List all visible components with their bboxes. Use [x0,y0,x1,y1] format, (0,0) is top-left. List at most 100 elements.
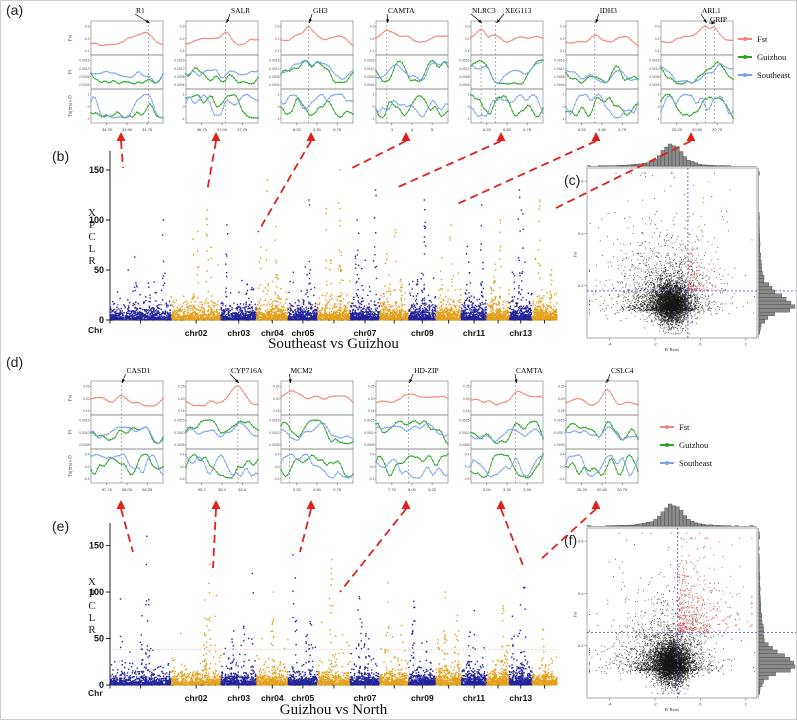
track-label-fst: Fst [68,394,74,402]
y-axis-letter: P [88,219,96,231]
legend-item-guizhou: Guizhou [660,436,712,454]
gene-panel-canvas [553,368,640,494]
gene-panel-r1: R1 [78,6,165,134]
track-label-fst: Fst [68,34,74,42]
x-axis-label-pi-ratio-f: Pi Ratio [664,707,680,712]
gene-label: GRIP [710,15,728,24]
gene-label: ARL1 [702,6,721,15]
legend-dot [665,424,669,429]
y-axis-letter: X [88,576,96,588]
gene-panel-canvas [268,368,355,494]
legend-dot [665,442,669,447]
legend-marker-guizhou [660,441,674,449]
y-axis-label-fst-c: Fst [572,251,578,258]
gene-panel-hd-zip: HD-ZIP [363,366,450,494]
gene-label: NLRC3 [472,6,496,15]
scatter-plot-c [563,140,797,354]
gene-panel-canvas [78,8,165,134]
x-axis-label-pi-ratio-c: Pi Ratio [664,347,680,352]
x-axis-label-chr-b: Chr [88,325,103,335]
gene-panel-nlrc3: NLRC3 XEG113 [458,6,545,134]
gene-label: GH3 [313,6,328,15]
plot-title-guizhou-vs-north: Guizhou vs North [279,702,388,718]
gene-panel-canvas [553,8,640,134]
gene-panel-camta: CAMTA [458,366,545,494]
legend-label: Fst [679,422,690,432]
y-axis-letter: R [88,255,96,267]
manhattan-plot-southeast-vs-guizhou [60,145,570,345]
panel-label-a: (a) [6,2,24,18]
legend-marker-fst [660,423,674,431]
gene-panel-canvas [458,368,545,494]
gene-panel-casd1: CASD1 [78,366,165,494]
legend-marker-southeast [660,459,674,467]
gene-panel-idh3: IDH3 [553,6,640,134]
y-axis-letter: X [88,207,96,219]
legend-dot [743,72,747,77]
gene-panel-arl1: ARL1 GRIP [648,6,735,134]
gene-label: CASD1 [126,366,151,375]
gene-label: CYP716A [231,366,263,375]
gene-panel-canvas [363,368,450,494]
y-axis-letter: L [88,612,96,624]
manhattan-plot-guizhou-vs-north [60,515,570,715]
gene-panel-canvas [268,8,355,134]
gene-label: CSLC4 [611,366,634,375]
legend-d: Fst Guizhou Southeast [660,418,712,472]
track-label-pi: Pi [68,69,74,75]
panel-label-d: (d) [6,354,24,370]
legend-dot [743,36,747,41]
legend-item-fst: Fst [738,30,790,48]
legend-label: Guizhou [757,52,787,62]
plot-title-southeast-vs-guizhou: Southeast vs Guizhou [268,336,399,352]
gene-label: XEG113 [505,6,532,15]
track-label-tajima-s-d: Tajima's D [68,455,74,477]
gene-label: HD-ZIP [414,366,439,375]
gene-label: MCM2 [290,366,313,375]
gene-panel-canvas [173,8,260,134]
gene-panel-canvas [458,8,545,134]
gene-label: CAMTA [388,6,415,15]
gene-label: SALR [231,6,251,15]
legend-item-southeast: Southeast [738,66,790,84]
gene-panel-canvas [648,8,735,134]
x-axis-label-chr-e: Chr [88,688,103,698]
sweep-panels-row-d: CASD1 CYP716A MCM2 HD-ZIP CAMTA CSLC4 Fst Pi Taj… [69,366,648,508]
gene-panel-cyp716a: CYP716A [173,366,263,494]
legend-dot [665,460,669,465]
legend-marker-guizhou [738,53,752,61]
y-axis-letter: L [88,243,96,255]
y-axis-label-fst-f: Fst [572,611,578,618]
legend-label: Southeast [679,458,713,468]
legend-marker-southeast [738,71,752,79]
track-label-pi: Pi [68,429,74,435]
y-axis-letter: P [88,588,96,600]
gene-panel-camta: CAMTA [363,6,450,134]
legend-a: Fst Guizhou Southeast [738,30,790,84]
y-axis-letter: R [88,624,96,636]
gene-panel-canvas [363,8,450,134]
legend-label: Guizhou [679,440,709,450]
legend-item-guizhou: Guizhou [738,48,790,66]
gene-panel-canvas [78,368,165,494]
legend-item-fst: Fst [660,418,712,436]
gene-label: R1 [136,6,145,15]
sweep-panels-row-a: R1 SALR GH3 CAMTA NLRC3 XEG113 IDH3 ARL1 GRIP Fst… [69,6,743,148]
gene-label: IDH3 [599,6,617,15]
gene-panel-gh3: GH3 [268,6,355,134]
gene-panel-canvas [173,368,260,494]
gene-panel-mcm2: MCM2 [268,366,355,494]
gene-panel-salr: SALR [173,6,260,134]
gene-label: CAMTA [516,366,543,375]
legend-dot [743,54,747,59]
legend-item-southeast: Southeast [660,454,712,472]
legend-label: Southeast [757,70,791,80]
legend-marker-fst [738,35,752,43]
gene-panel-cslc4: CSLC4 [553,366,640,494]
legend-label: Fst [757,34,768,44]
scatter-plot-f [563,500,797,714]
y-axis-letter: C [88,231,96,243]
